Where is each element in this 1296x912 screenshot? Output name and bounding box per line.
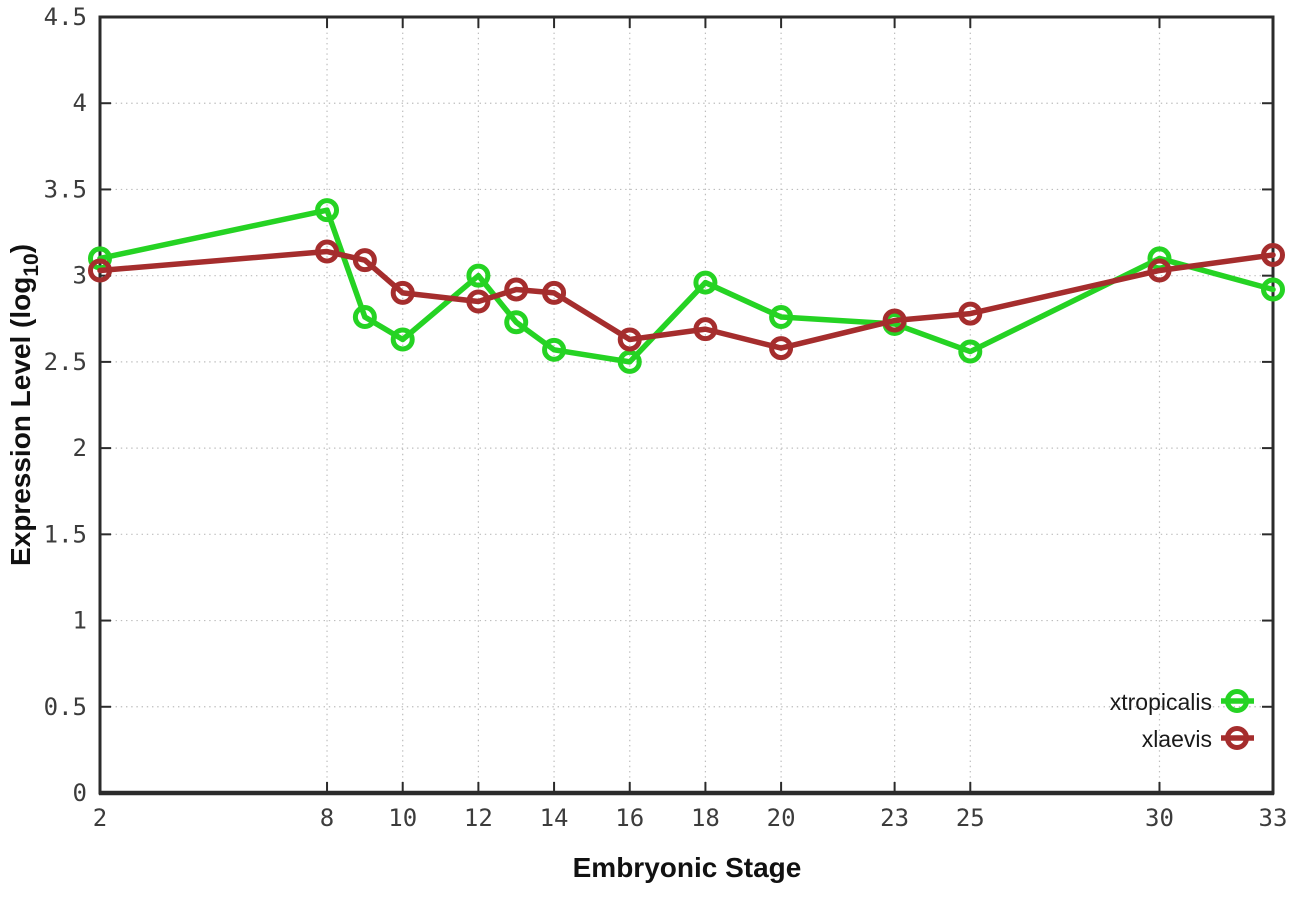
legend-marker-xtropicalis bbox=[1221, 689, 1254, 713]
legend-circle-marker-xlaevis bbox=[1225, 726, 1249, 750]
data-point-xlaevis bbox=[958, 301, 983, 326]
data-point-xtropicalis bbox=[390, 327, 415, 352]
data-point-xtropicalis bbox=[542, 337, 567, 362]
data-point-xlaevis bbox=[390, 280, 415, 305]
y-axis-label-main: Expression Level (log bbox=[5, 277, 36, 566]
y-tick-label: 3.5 bbox=[44, 175, 87, 203]
y-tick-label: 1 bbox=[73, 607, 87, 635]
data-point-xlaevis bbox=[882, 308, 907, 333]
data-point-xtropicalis bbox=[315, 198, 340, 223]
x-tick-label: 8 bbox=[320, 804, 334, 832]
y-tick-label: 2.5 bbox=[44, 348, 87, 376]
x-tick-label: 10 bbox=[388, 804, 417, 832]
y-axis-label: Expression Level (log10) bbox=[5, 244, 43, 566]
data-point-xlaevis bbox=[542, 280, 567, 305]
gridlines bbox=[100, 17, 1273, 793]
legend-label-xtropicalis: xtropicalis bbox=[1110, 689, 1212, 715]
x-tick-label: 23 bbox=[880, 804, 909, 832]
data-point-xtropicalis bbox=[504, 310, 529, 335]
data-point-xtropicalis bbox=[1261, 277, 1285, 302]
plot-box bbox=[98, 15, 1275, 795]
data-point-xtropicalis bbox=[769, 305, 794, 330]
legend-label-xlaevis: xlaevis bbox=[1142, 726, 1212, 752]
data-point-xlaevis bbox=[352, 248, 377, 273]
data-point-xlaevis bbox=[315, 239, 340, 264]
data-point-xtropicalis bbox=[466, 263, 491, 288]
x-tick-label: 33 bbox=[1259, 804, 1288, 832]
data-point-xlaevis bbox=[1261, 242, 1285, 267]
x-tick-label: 20 bbox=[767, 804, 796, 832]
data-point-xlaevis bbox=[1147, 258, 1172, 283]
data-point-xlaevis bbox=[769, 336, 794, 361]
x-tick-label: 18 bbox=[691, 804, 720, 832]
data-point-xlaevis bbox=[617, 327, 642, 352]
y-axis-label-subscript: 10 bbox=[20, 253, 43, 276]
data-point-xtropicalis bbox=[352, 305, 377, 330]
x-tick-label: 12 bbox=[464, 804, 493, 832]
data-point-xlaevis bbox=[693, 317, 718, 342]
y-tick-label: 1.5 bbox=[44, 520, 87, 548]
series-markers-xlaevis bbox=[88, 239, 1285, 361]
x-axis-label: Embryonic Stage bbox=[573, 852, 802, 883]
y-tick-label: 0.5 bbox=[44, 693, 87, 721]
x-tick-label: 16 bbox=[615, 804, 644, 832]
data-point-xlaevis bbox=[504, 277, 529, 302]
x-tick-label: 14 bbox=[540, 804, 569, 832]
legend-circle-marker-xtropicalis bbox=[1225, 689, 1249, 713]
data-point-xtropicalis bbox=[958, 339, 983, 364]
data-series bbox=[88, 198, 1285, 374]
legend-entry-xtropicalis: xtropicalis bbox=[1110, 689, 1254, 715]
legend-marker-xlaevis bbox=[1221, 726, 1254, 750]
x-tick-label: 25 bbox=[956, 804, 985, 832]
y-tick-label: 3 bbox=[73, 262, 87, 290]
data-point-xlaevis bbox=[466, 289, 491, 314]
legend-entry-xlaevis: xlaevis bbox=[1142, 726, 1254, 752]
data-point-xtropicalis bbox=[617, 349, 642, 374]
y-tick-label: 2 bbox=[73, 434, 87, 462]
plot-border bbox=[98, 15, 1275, 796]
y-tick-label: 4 bbox=[73, 89, 87, 117]
x-tick-label: 30 bbox=[1145, 804, 1174, 832]
data-point-xlaevis bbox=[88, 258, 112, 283]
tick-labels: 2 8 10 12 14 16 18 20 23 25 30 33 0 0.5 1 1.5 2 2.5 3 3.5 4 4… bbox=[44, 3, 1288, 832]
y-tick-label: 4.5 bbox=[44, 3, 87, 31]
y-tick-label: 0 bbox=[73, 779, 87, 807]
y-axis-label-suffix: ) bbox=[5, 244, 36, 253]
data-point-xtropicalis bbox=[693, 270, 718, 295]
legend: xtropicalis xlaevis bbox=[1110, 689, 1254, 752]
x-tick-label: 2 bbox=[93, 804, 107, 832]
